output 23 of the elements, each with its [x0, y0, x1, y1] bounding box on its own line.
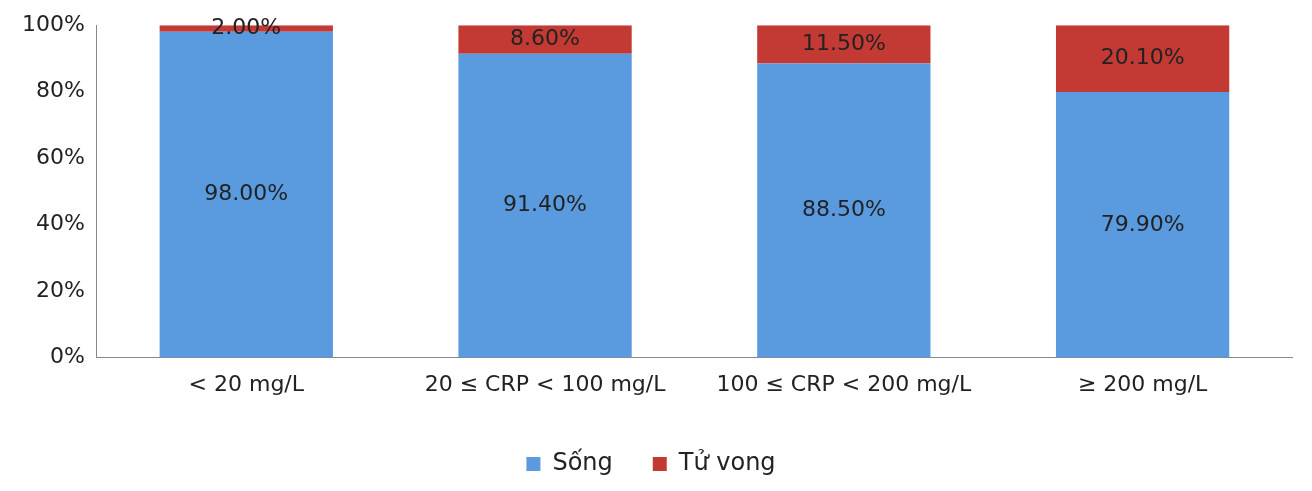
y-tick-label: 0%: [49, 343, 85, 369]
bar: [458, 53, 632, 358]
data-label: 88.50%: [801, 196, 886, 222]
legend-label: Sống: [552, 448, 613, 477]
bar: [1055, 25, 1230, 93]
bar: [757, 63, 931, 358]
y-tick-label: 40%: [35, 210, 85, 236]
data-label: 98.00%: [204, 180, 289, 206]
x-tick-label: 20 ≤ CRP < 100 mg/L: [424, 370, 667, 396]
data-label: 20.10%: [1100, 44, 1185, 70]
data-label: 11.50%: [801, 30, 886, 56]
data-label: 91.40%: [503, 191, 588, 217]
bar: [1055, 92, 1230, 358]
data-label: 8.60%: [510, 25, 581, 51]
x-tick-label: ≥ 200 mg/L: [1077, 370, 1209, 396]
y-tick-label: 100%: [21, 10, 85, 36]
x-tick-label: 100 ≤ CRP < 200 mg/L: [716, 370, 972, 396]
y-tick-label: 60%: [35, 143, 85, 169]
y-tick-label: 20%: [35, 276, 85, 302]
legend-label: Tử vong: [677, 448, 776, 477]
x-tick-label: < 20 mg/L: [188, 370, 305, 396]
y-tick-label: 80%: [35, 77, 85, 103]
data-label: 79.90%: [1100, 210, 1185, 236]
